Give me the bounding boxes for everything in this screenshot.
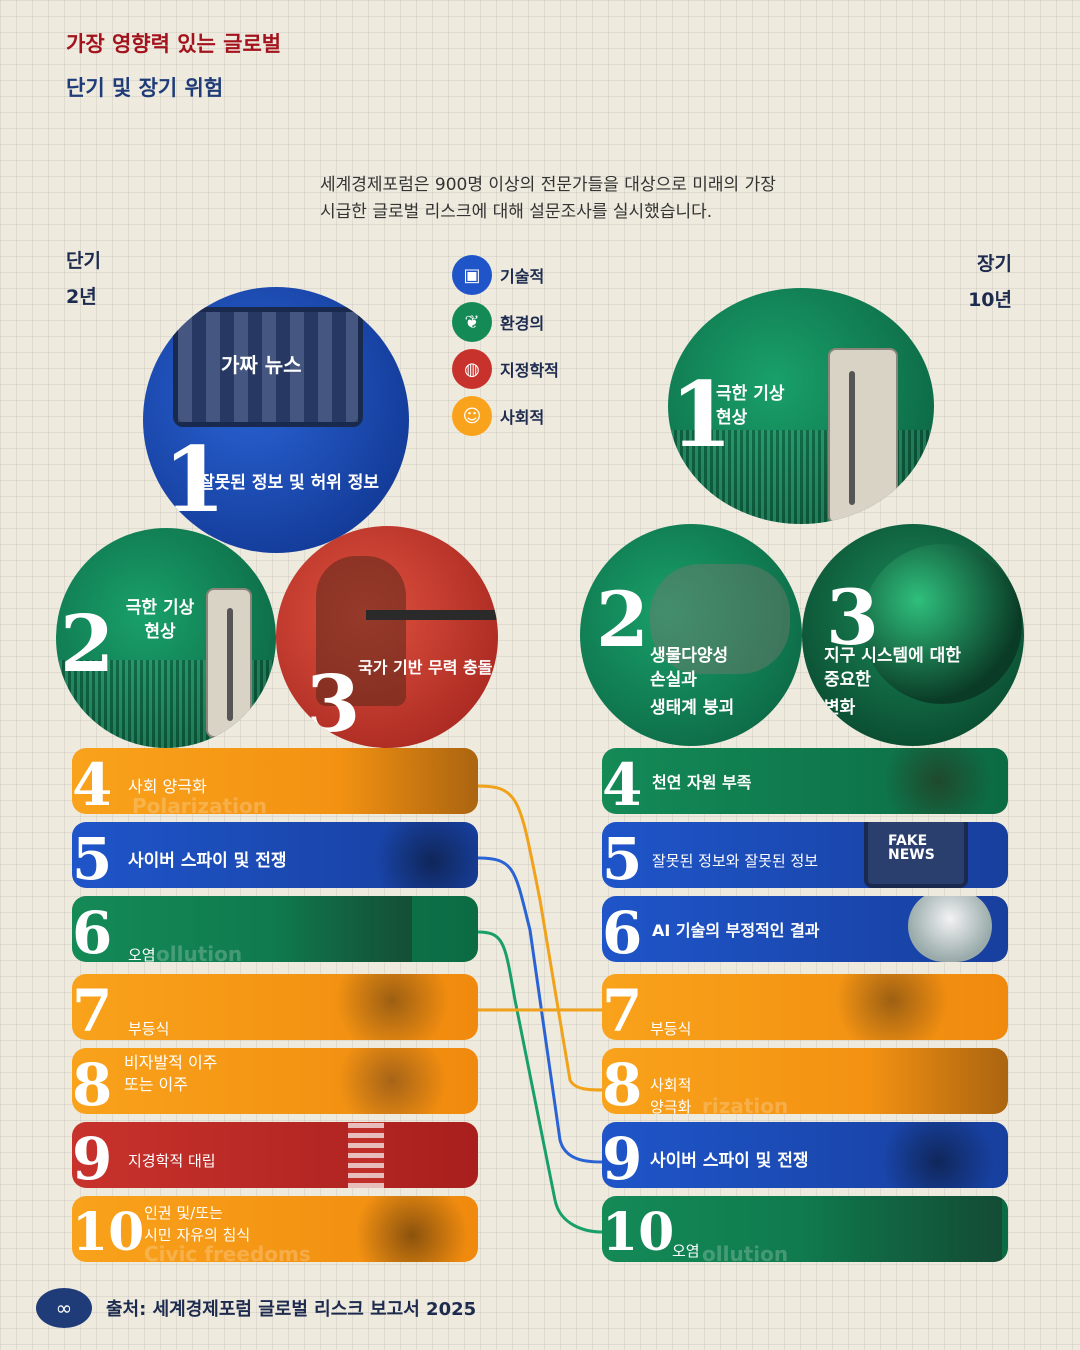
short-rank-8-label: 비자발적 이주 또는 이주 [124, 1053, 218, 1094]
short-rank-1-circle: 가짜 뉴스 1 잘못된 정보 및 허위 정보 [143, 287, 409, 553]
title-line-1: 가장 영향력 있는 글로벌 [66, 32, 282, 56]
short-rank-6-bar: 6 오염 ollution [72, 896, 478, 962]
short-rank-2-number: 2 [60, 599, 115, 690]
long-rank-9-label: 사이버 스파이 및 전쟁 [650, 1151, 809, 1171]
intro-text: 세계경제포럼은 900명 이상의 전문가들을 대상으로 미래의 가장 시급한 글… [320, 175, 776, 222]
fake-news-overlay: 가짜 뉴스 [221, 353, 302, 377]
short-rank-8-bar: 8 비자발적 이주 또는 이주 [72, 1048, 478, 1114]
legend-item-social: ☺ 사회적 [452, 393, 559, 439]
short-rank-3-label: 국가 기반 무력 충돌 [358, 658, 493, 677]
earth-illustration [862, 544, 1022, 704]
chip-icon: ▣ [452, 255, 492, 295]
child-illustration [868, 748, 1008, 814]
long-rank-4-label: 천연 자원 부족 [652, 773, 752, 792]
short-term-heading: 단기 2년 [66, 250, 101, 308]
short-rank-7-label: 부등식 [128, 1020, 170, 1038]
short-rank-3-circle: 국가 기반 무력 충돌 3 [276, 526, 498, 748]
tv-illustration [173, 307, 363, 427]
long-rank-1-circle: 1 극한 기상 현상 [668, 288, 934, 524]
legend-item-geo: ◍ 지정학적 [452, 346, 559, 392]
flag-icon [348, 1122, 384, 1188]
short-rank-6-label: 오염 [128, 946, 156, 962]
fists-illustration [342, 1196, 478, 1262]
monkeys-illustration [650, 564, 790, 674]
long-rank-6-bar: 6 AI 기술의 부정적인 결과 [602, 896, 1008, 962]
long-rank-2-number: 2 [596, 575, 649, 664]
long-rank-3-number: 3 [826, 573, 879, 662]
long-rank-4-bar: 4 천연 자원 부족 [602, 748, 1008, 814]
thermometer-icon [828, 348, 898, 524]
soldier-illustration [316, 556, 406, 706]
connector-polarization [477, 784, 603, 1092]
smokestack-illustration [272, 896, 412, 962]
long-rank-5-label: 잘못된 정보와 잘못된 정보 [652, 852, 819, 870]
short-rank-4-bar: 4 사회 양극화 Polarization [72, 748, 478, 814]
legend-item-tech: ▣ 기술적 [452, 252, 559, 298]
thermometer-icon [206, 588, 252, 738]
hacker-illustration [868, 1122, 1008, 1188]
robot-illustration [908, 896, 992, 962]
long-rank-2-label: 생물다양성 손실과 생태계 붕괴 [650, 646, 735, 718]
smokestack-illustration [802, 1196, 1002, 1262]
long-rank-7-bar: 7 부등식 [602, 974, 1008, 1040]
long-rank-6-label: AI 기술의 부정적인 결과 [652, 921, 820, 940]
title-line-2: 단기 및 장기 위험 [66, 76, 224, 100]
long-rank-8-label: 사회적 양극화 [650, 1076, 692, 1114]
long-rank-1-number: 1 [670, 362, 733, 468]
tv-illustration: FAKE NEWS [864, 822, 968, 888]
short-rank-3-number: 3 [306, 659, 361, 748]
long-rank-3-circle: 3 지구 시스템에 대한 중요한 변화 [802, 524, 1024, 746]
long-rank-10-bar: 10 오염 ollution [602, 1196, 1008, 1262]
source-text: 출처: 세계경제포럼 글로벌 리스크 보고서 2025 [106, 1299, 477, 1320]
binoculars-logo-icon: ∞ [36, 1288, 92, 1328]
long-rank-3-label: 지구 시스템에 대한 중요한 변화 [824, 646, 961, 718]
short-rank-5-bar: 5 사이버 스파이 및 전쟁 [72, 822, 478, 888]
short-rank-7-bar: 7 부등식 [72, 974, 478, 1040]
long-rank-8-bar: 8 사회적 양극화 rization [602, 1048, 1008, 1114]
short-rank-10-bar: 10 인권 및/또는 시민 자유의 침식 Civic freedoms [72, 1196, 478, 1262]
short-rank-9-label: 지경학적 대립 [128, 1152, 216, 1170]
legend-item-env: ❦ 환경의 [452, 299, 559, 345]
short-rank-1-number: 1 [163, 427, 226, 533]
long-rank-5-bar: FAKE NEWS 5 잘못된 정보와 잘못된 정보 [602, 822, 1008, 888]
long-term-heading: 장기 10년 [968, 253, 1012, 311]
long-rank-2-circle: 2 생물다양성 손실과 생태계 붕괴 [580, 524, 802, 746]
short-rank-9-bar: 9 지경학적 대립 [72, 1122, 478, 1188]
long-rank-10-label: 오염 [672, 1242, 700, 1260]
short-rank-2-label: 극한 기상 현상 [125, 598, 195, 642]
short-rank-5-label: 사이버 스파이 및 전쟁 [128, 851, 287, 871]
long-rank-9-bar: 9 사이버 스파이 및 전쟁 [602, 1122, 1008, 1188]
short-rank-10-label: 인권 및/또는 시민 자유의 침식 [144, 1204, 251, 1244]
short-rank-2-circle: 2 극한 기상 현상 [56, 528, 276, 748]
globe-icon: ◍ [452, 349, 492, 389]
hacker-illustration [362, 822, 478, 888]
short-rank-4-label: 사회 양극화 [128, 777, 207, 796]
source-footer: ∞ 출처: 세계경제포럼 글로벌 리스크 보고서 2025 [36, 1288, 476, 1328]
category-legend: ▣ 기술적 ❦ 환경의 ◍ 지정학적 ☺ 사회적 [452, 252, 559, 440]
people-icon: ☺ [452, 396, 492, 436]
long-rank-7-label: 부등식 [650, 1020, 692, 1038]
short-rank-1-label: 잘못된 정보 및 허위 정보 [199, 473, 380, 493]
connector-pollution [477, 930, 603, 1234]
connector-cyber [477, 856, 603, 1164]
leaf-icon: ❦ [452, 302, 492, 342]
long-rank-1-label: 극한 기상 현상 [716, 384, 785, 428]
